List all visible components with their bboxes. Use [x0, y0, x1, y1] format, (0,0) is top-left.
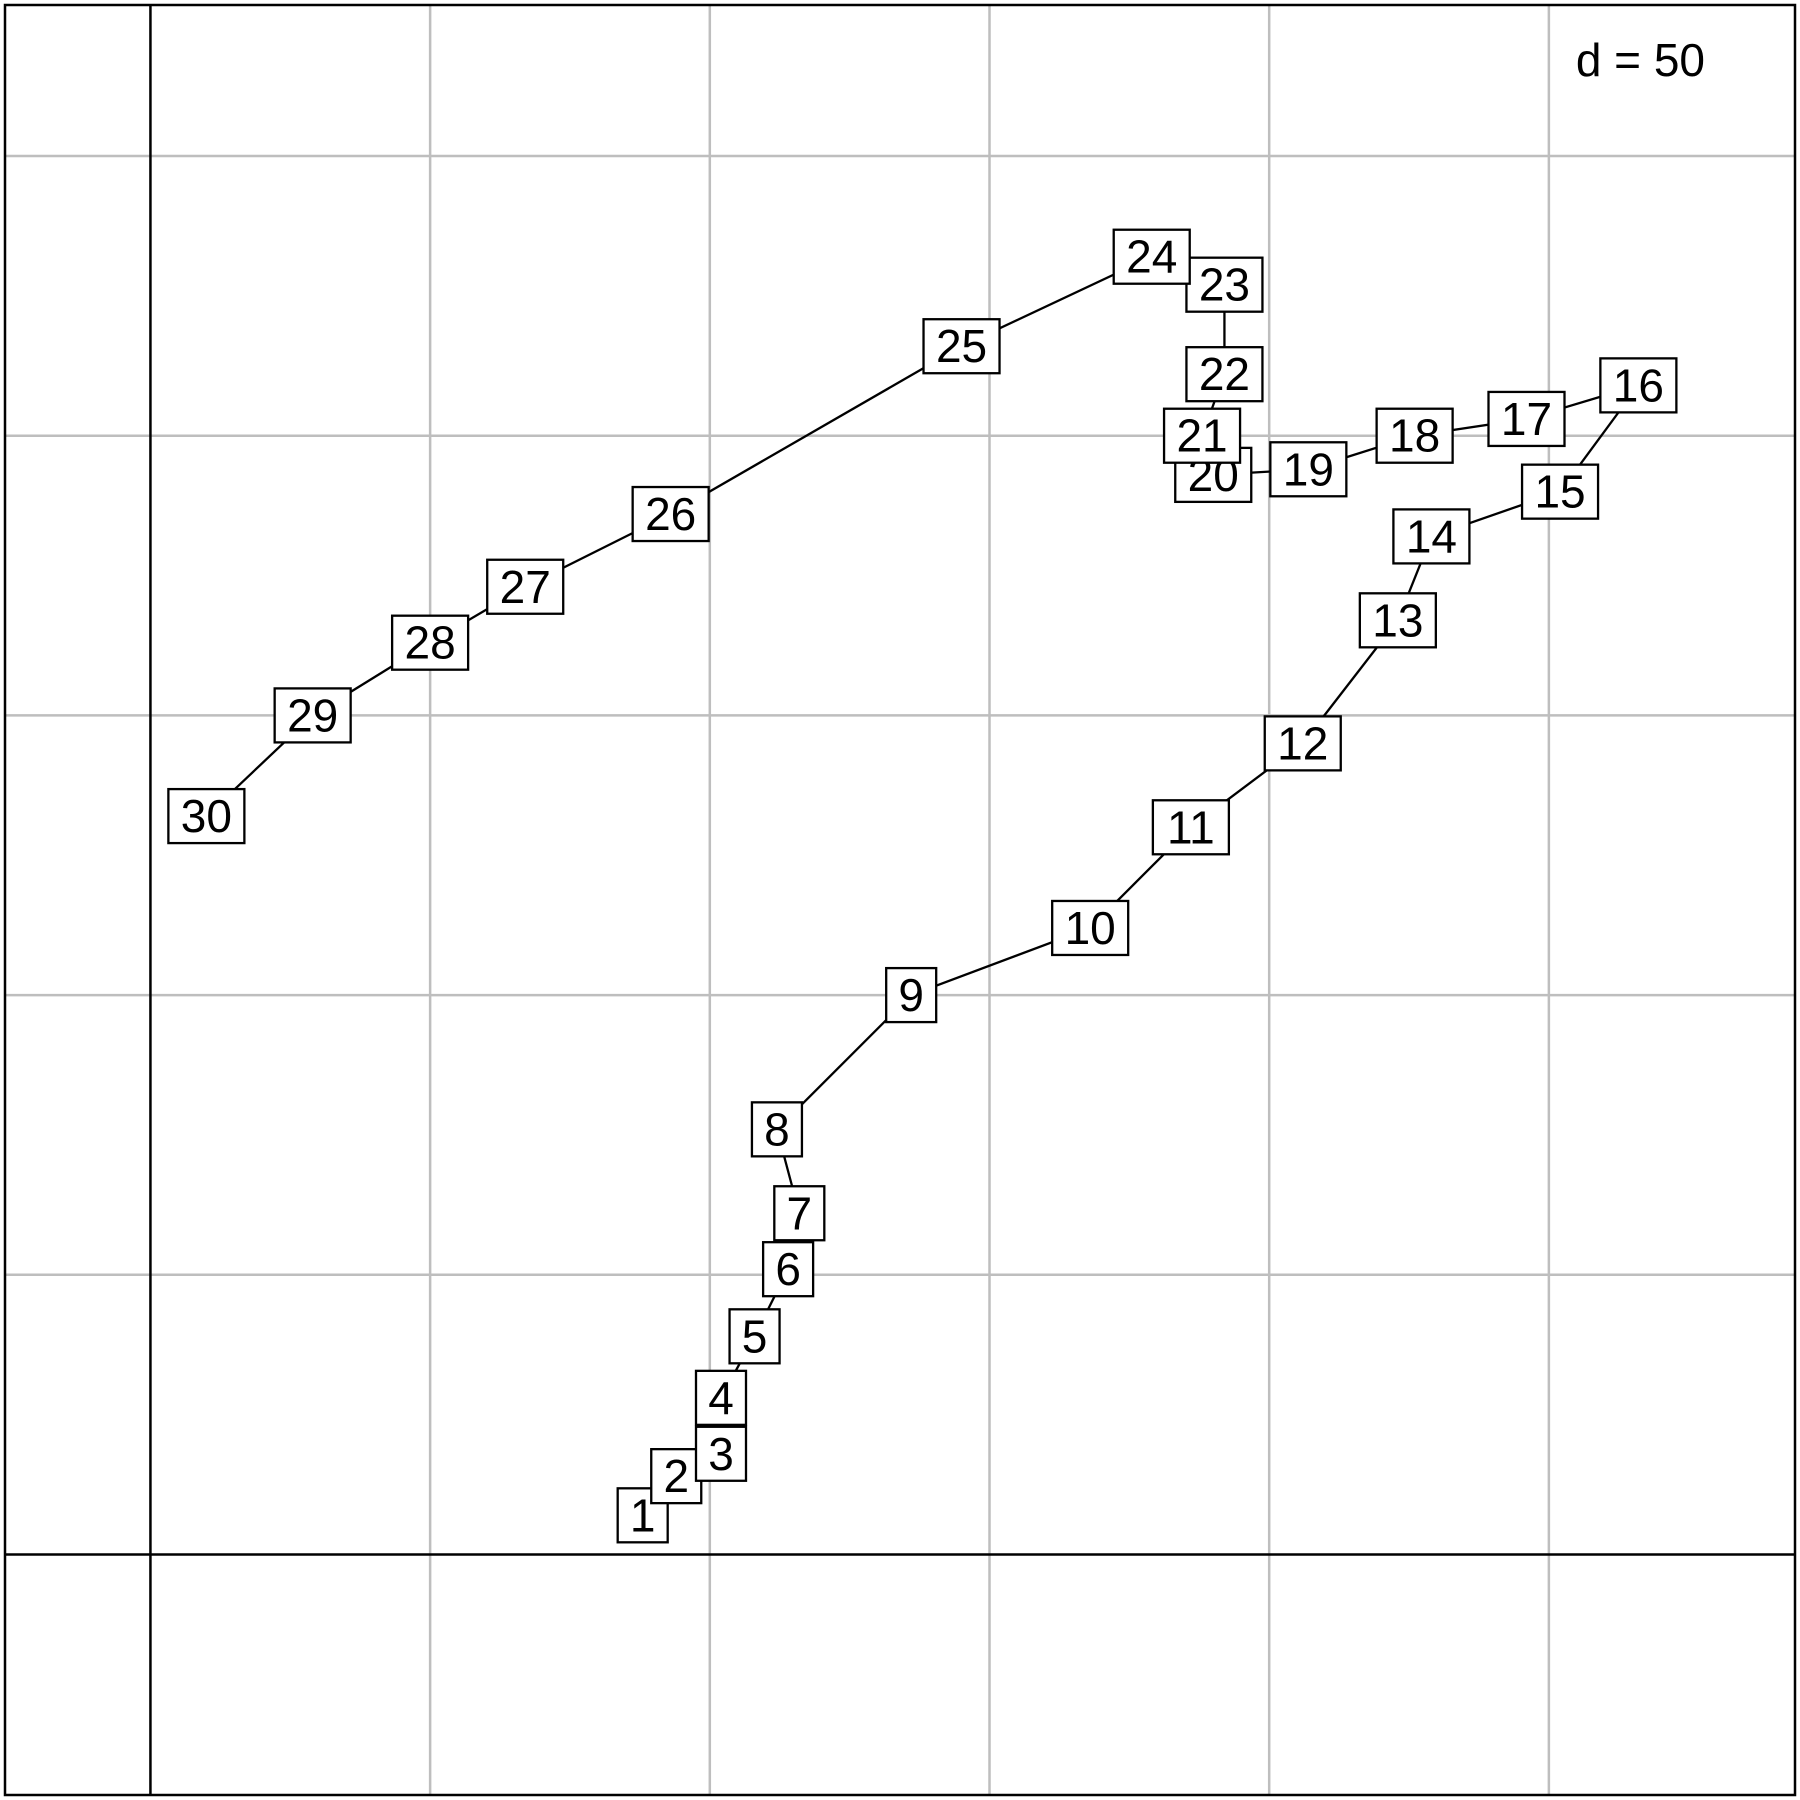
point-label-box	[885, 966, 938, 1024]
point-label-box	[273, 687, 352, 744]
plot-frame	[3, 3, 1797, 1797]
point-label-box	[750, 1101, 804, 1158]
point-label-8: 8	[750, 1101, 804, 1158]
point-label-text: 28	[405, 617, 456, 669]
point-label-9: 9	[885, 966, 938, 1024]
point-label-text: 23	[1199, 259, 1250, 311]
point-label-text: 25	[936, 320, 987, 372]
point-label-box	[1487, 390, 1566, 448]
point-label-box	[1162, 407, 1242, 464]
point-label-text: 11	[1167, 801, 1215, 853]
point-label-text: 21	[1176, 410, 1227, 462]
point-label-box	[1392, 508, 1471, 565]
point-label-box	[728, 1308, 781, 1365]
point-label-text: 5	[742, 1310, 768, 1362]
point-label-box	[1185, 256, 1264, 313]
point-label-box	[390, 614, 470, 671]
point-label-2: 2	[650, 1448, 703, 1505]
point-label-10: 10	[1051, 899, 1130, 957]
point-label-box	[922, 318, 1001, 375]
point-label-text: 7	[787, 1187, 813, 1239]
point-label-text: 6	[775, 1243, 801, 1295]
point-label-box	[761, 1241, 815, 1298]
point-label-text: 2	[663, 1450, 689, 1502]
point-label-text: 3	[708, 1428, 734, 1480]
point-label-5: 5	[728, 1308, 781, 1365]
point-label-29: 29	[273, 687, 352, 744]
point-label-text: 9	[898, 969, 924, 1021]
point-label-27: 27	[486, 558, 565, 615]
grid-layer	[5, 5, 1795, 1795]
point-label-17: 17	[1487, 390, 1566, 448]
point-label-text: 18	[1389, 410, 1440, 462]
point-label-text: 16	[1613, 359, 1664, 411]
point-label-12: 12	[1263, 715, 1342, 772]
point-label-19: 19	[1269, 441, 1348, 498]
point-label-23: 23	[1185, 256, 1264, 313]
point-label-box	[1185, 346, 1264, 403]
point-label-22: 22	[1185, 346, 1264, 403]
point-label-7: 7	[773, 1185, 826, 1242]
point-label-18: 18	[1375, 407, 1454, 464]
point-label-15: 15	[1520, 463, 1600, 520]
label-layer: 12 34567891011121314151617181920212223242…	[167, 228, 1678, 1544]
point-label-24: 24	[1112, 228, 1191, 285]
point-label-text: 29	[287, 689, 338, 741]
point-label-text: 14	[1406, 510, 1457, 562]
point-label-16: 16	[1599, 357, 1678, 414]
point-label-21: 21	[1162, 407, 1242, 464]
point-label-box	[1263, 715, 1342, 772]
point-label-box	[486, 558, 565, 615]
point-label-text: 13	[1372, 594, 1423, 646]
point-label-box	[694, 1425, 748, 1482]
trajectory-segment	[670, 345, 963, 516]
axis-layer	[5, 5, 1795, 1795]
point-label-14: 14	[1392, 508, 1471, 565]
point-label-box	[1375, 407, 1454, 464]
point-label-box	[773, 1185, 826, 1242]
point-label-6: 6	[761, 1241, 815, 1298]
point-label-box	[1269, 441, 1348, 498]
point-label-box	[650, 1448, 703, 1505]
grid-scale-label: d = 50	[1576, 34, 1705, 86]
point-label-30: 30	[167, 787, 246, 845]
point-label-box	[167, 787, 246, 845]
point-label-11: 11	[1151, 799, 1231, 856]
point-label-box	[1051, 899, 1130, 957]
point-label-text: 17	[1501, 393, 1552, 445]
point-label-text: 22	[1199, 348, 1250, 400]
point-label-28: 28	[390, 614, 470, 671]
point-label-text: 10	[1065, 902, 1116, 954]
point-label-box	[1151, 799, 1231, 856]
point-label-3: 3	[694, 1425, 748, 1482]
point-label-text: 30	[181, 790, 232, 842]
point-label-box	[1599, 357, 1678, 414]
point-label-26: 26	[631, 485, 710, 543]
point-label-box	[631, 485, 710, 543]
point-label-box	[1520, 463, 1600, 520]
point-label-13: 13	[1358, 592, 1437, 649]
point-label-text: 4	[708, 1372, 734, 1424]
point-label-text: 8	[764, 1103, 790, 1155]
point-label-text: 12	[1277, 717, 1328, 769]
point-label-box	[1358, 592, 1437, 649]
point-label-text: 19	[1283, 443, 1334, 495]
point-label-box	[694, 1369, 748, 1426]
point-label-text: 27	[500, 561, 551, 613]
point-label-4: 4	[694, 1369, 748, 1426]
point-label-25: 25	[922, 318, 1001, 375]
point-label-text: 15	[1534, 466, 1585, 518]
point-label-box	[1112, 228, 1191, 285]
point-label-text: 26	[645, 488, 696, 540]
point-label-text: 24	[1126, 231, 1177, 283]
